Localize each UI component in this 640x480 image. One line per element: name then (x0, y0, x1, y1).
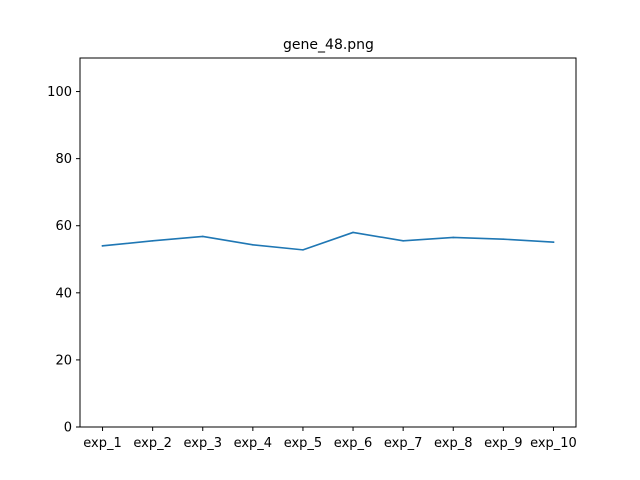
data-point (151, 240, 154, 242)
series-line (101, 231, 555, 251)
x-tick-label: exp_4 (234, 436, 273, 451)
y-tick-label: 20 (55, 353, 72, 368)
plot-frame (79, 57, 577, 428)
x-tick-label: exp_5 (284, 436, 323, 451)
y-tick-label: 40 (55, 286, 72, 301)
x-axis: exp_1 exp_2 exp_3 exp_4 exp_5 exp_6 exp_7 exp_8… (83, 427, 577, 451)
data-point (452, 236, 455, 239)
data-point (201, 235, 204, 238)
data-point (101, 245, 104, 247)
y-axis: 0 20 40 60 80 100 (47, 85, 80, 436)
x-tick-label: exp_6 (334, 436, 373, 451)
data-point (552, 241, 555, 243)
y-tick-label: 60 (55, 219, 72, 234)
data-point (402, 240, 404, 242)
x-tick-label: exp_7 (384, 436, 423, 451)
x-tick-label: exp_3 (183, 436, 222, 451)
x-tick-label: exp_10 (530, 436, 577, 451)
x-tick-label: exp_1 (83, 436, 122, 451)
x-tick-label: exp_8 (434, 436, 473, 451)
x-tick-label: exp_2 (133, 436, 172, 451)
y-tick-label: 100 (47, 85, 72, 100)
data-point (252, 244, 254, 246)
x-tick-label: exp_9 (484, 436, 523, 451)
chart-title: gene_48.png (283, 37, 374, 53)
data-point (502, 238, 505, 240)
y-tick-label: 0 (64, 421, 72, 436)
plot-series (101, 231, 555, 251)
data-point (302, 249, 304, 251)
y-tick-label: 80 (55, 152, 72, 167)
data-point (352, 231, 354, 234)
